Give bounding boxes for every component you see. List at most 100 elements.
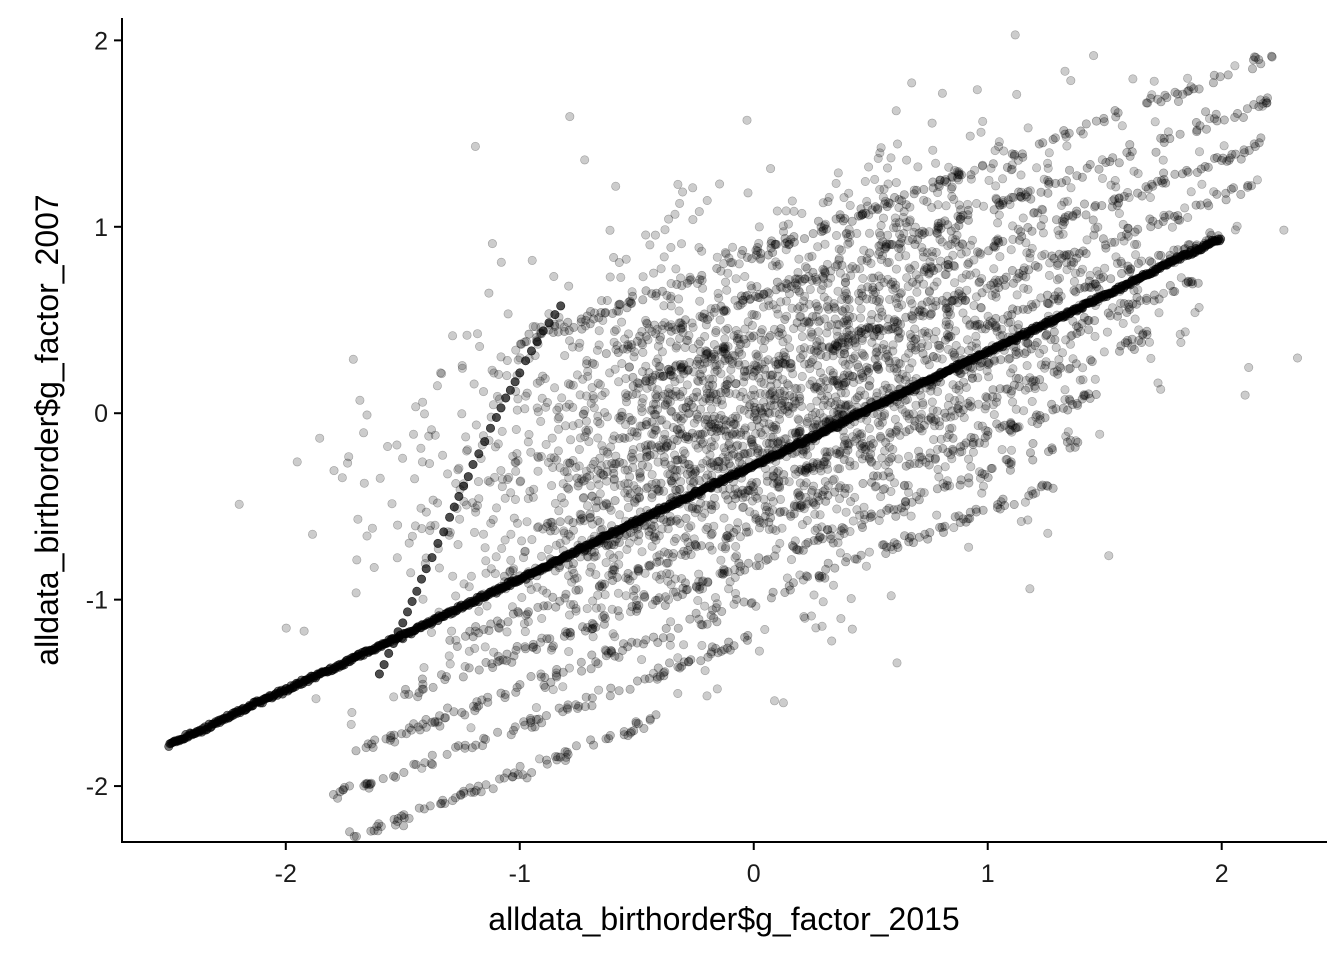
band-point — [712, 617, 722, 627]
scatter-point — [900, 375, 910, 385]
scatter-point — [565, 112, 575, 122]
scatter-point — [523, 494, 533, 504]
scatter-point — [595, 419, 605, 429]
band-point — [468, 632, 478, 642]
scatter-point — [844, 439, 854, 449]
band-point — [606, 648, 616, 658]
scatter-point — [676, 477, 686, 487]
scatter-point — [730, 588, 740, 598]
scatter-point — [543, 457, 553, 467]
scatter-point — [979, 201, 989, 211]
scatter-point — [845, 200, 855, 210]
scatter-point — [553, 424, 563, 434]
scatter-point — [520, 627, 530, 637]
band-point — [824, 342, 834, 352]
scatter-point — [762, 502, 772, 512]
band-point — [940, 408, 950, 418]
scatter-point — [808, 497, 818, 507]
scatter-point — [814, 495, 824, 505]
scatter-point — [1066, 76, 1076, 86]
scatter-point — [352, 555, 362, 565]
scatter-point — [551, 668, 561, 678]
scatter-point — [538, 524, 548, 534]
scatter-point — [1186, 187, 1196, 197]
scatter-point — [700, 331, 710, 341]
band-point — [606, 683, 616, 693]
scatter-point — [676, 239, 686, 249]
scatter-point — [972, 85, 982, 95]
band-point — [714, 456, 724, 466]
scatter-point — [497, 482, 507, 492]
scatter-point — [611, 344, 621, 354]
scatter-point — [843, 400, 853, 410]
band-point — [651, 710, 661, 720]
scatter-point — [850, 460, 860, 470]
scatter-point — [858, 350, 868, 360]
scatter-point — [1040, 363, 1050, 373]
scatter-point — [966, 462, 976, 472]
scatter-point — [1194, 302, 1204, 312]
scatter-point — [847, 624, 857, 634]
scatter-point — [1163, 127, 1173, 137]
band-point — [655, 332, 665, 342]
scatter-point — [591, 603, 601, 613]
scatter-point — [668, 548, 678, 558]
scatter-point — [613, 588, 623, 598]
band-point — [832, 449, 842, 459]
scatter-point — [418, 594, 428, 604]
scatter-point — [907, 78, 917, 88]
scatter-point — [873, 153, 883, 163]
scatter-point — [624, 538, 634, 548]
scatter-point — [850, 335, 860, 345]
scatter-point — [600, 387, 610, 397]
scatter-point — [430, 520, 440, 530]
scatter-point — [536, 451, 546, 461]
scatter-point — [888, 340, 898, 350]
band-point — [816, 222, 826, 232]
scatter-point — [455, 514, 465, 524]
scatter-point — [906, 333, 916, 343]
scatter-point — [886, 591, 896, 601]
band-point — [470, 706, 480, 716]
band-point — [1003, 311, 1013, 321]
scatter-point — [866, 258, 876, 268]
band-point — [376, 821, 386, 831]
scatter-point — [916, 390, 926, 400]
scatter-point — [620, 433, 630, 443]
scatter-point — [710, 367, 720, 377]
scatter-point — [856, 304, 866, 314]
band-point — [1129, 344, 1139, 354]
scatter-point — [746, 390, 756, 400]
scatter-point — [527, 535, 537, 545]
band-point — [684, 432, 694, 442]
band-point — [688, 393, 698, 403]
scatter-point — [582, 604, 592, 614]
scatter-point — [462, 330, 472, 340]
band-point — [1065, 435, 1075, 445]
scatter-point — [692, 414, 702, 424]
scatter-point — [754, 523, 764, 533]
scatter-point — [800, 291, 810, 301]
scatter-point — [671, 343, 681, 353]
scatter-point — [891, 106, 901, 116]
scatter-point — [794, 490, 804, 500]
scatter-point — [486, 518, 496, 528]
scatter-point — [867, 457, 877, 467]
band-point — [696, 656, 706, 666]
band-point — [1250, 52, 1260, 62]
scatter-point — [547, 433, 557, 443]
band-point — [614, 686, 624, 696]
scatter-point — [675, 484, 685, 494]
scatter-point — [471, 507, 481, 517]
scatter-point — [1099, 347, 1109, 357]
scatter-point — [864, 547, 874, 557]
scatter-point — [1042, 330, 1052, 340]
scatter-point — [1051, 342, 1061, 352]
scatter-point — [743, 365, 753, 375]
band-point — [397, 729, 407, 739]
band-point — [730, 494, 740, 504]
band-point — [660, 600, 670, 610]
scatter-point — [806, 327, 816, 337]
scatter-point — [525, 486, 535, 496]
scatter-point — [707, 545, 717, 555]
